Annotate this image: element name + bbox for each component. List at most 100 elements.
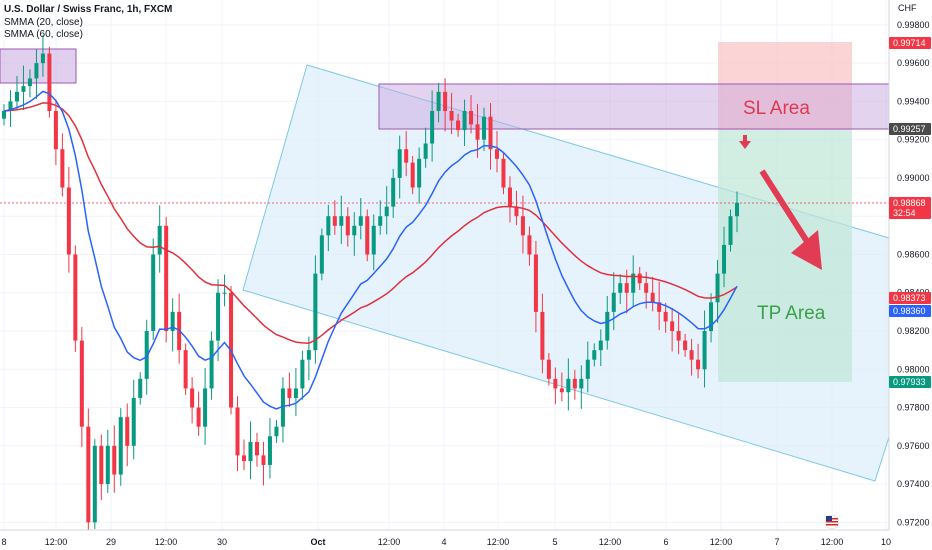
candle-body — [216, 292, 221, 341]
time-tick-label: 12:00 — [378, 537, 401, 547]
candle-body — [572, 378, 577, 389]
candle-body — [559, 388, 564, 393]
candle-body — [190, 388, 195, 408]
candle-body — [365, 216, 370, 255]
candle-body — [118, 417, 123, 475]
price-tick-label: 0.98000 — [897, 364, 930, 374]
down-arrow-large-icon — [759, 169, 822, 270]
candle-body — [391, 177, 396, 207]
candle-body — [332, 216, 337, 226]
candle-body — [92, 445, 97, 523]
candle-body — [715, 273, 720, 303]
price-tick-label: 0.99400 — [897, 96, 930, 106]
time-tick-label: 12:00 — [155, 537, 178, 547]
candle-body — [8, 101, 13, 111]
candle-body — [378, 216, 383, 226]
countdown-label: 32:54 — [893, 208, 916, 218]
candle-body — [371, 225, 376, 255]
candle-body — [339, 216, 344, 226]
candle-body — [112, 445, 117, 475]
price-tick-label: 0.99200 — [897, 135, 930, 145]
candle-body — [417, 158, 422, 188]
time-tick-label: 10 — [881, 537, 891, 547]
candle-body — [734, 202, 740, 217]
candle-body — [170, 311, 175, 332]
candle-body — [53, 110, 58, 150]
candle-body — [540, 311, 545, 360]
direction-arrows — [739, 135, 822, 270]
indicator-smma20-label: SMMA (20, close) — [4, 17, 83, 28]
down-arrow-small-icon — [739, 135, 751, 149]
time-axis[interactable]: 8 12:00 29 12:00 30 Oct 12:00 4 12:00 5 12:00 6 12:0… — [0, 529, 891, 550]
candle-body — [73, 254, 78, 341]
candle-body — [670, 321, 675, 332]
candle-body — [514, 206, 519, 217]
price-tag — [889, 292, 931, 304]
candle-body — [144, 331, 149, 379]
price-tick-label: 0.99800 — [897, 20, 930, 30]
candle-body — [404, 149, 409, 163]
candle-body — [79, 340, 84, 427]
candle-body — [254, 441, 259, 456]
price-tag — [889, 37, 931, 49]
candle-body — [319, 235, 324, 274]
time-tick-label: 12:00 — [821, 537, 844, 547]
candle-body — [209, 340, 214, 389]
candle-body — [430, 110, 435, 144]
candle-body — [313, 273, 318, 351]
candle-body — [527, 235, 532, 255]
candle-body — [1, 110, 7, 119]
candle-body — [598, 340, 603, 351]
candle-body — [469, 110, 474, 125]
tp-area-zone — [718, 130, 852, 382]
chart-title: U.S. Dollar / Swiss Franc, 1h, FXCM — [4, 4, 173, 15]
candle-body — [222, 292, 227, 294]
price-tag — [889, 305, 931, 317]
candle-body — [488, 116, 493, 150]
candle-body — [196, 407, 201, 427]
time-tick-label: 8 — [1, 537, 6, 547]
candle-body — [99, 445, 104, 485]
candle-body — [267, 436, 272, 465]
candle-body — [683, 340, 688, 351]
candle-body — [306, 350, 311, 360]
candle-body — [280, 388, 285, 427]
candle-body — [352, 225, 357, 236]
candle-body — [358, 216, 363, 226]
tp-area-label: TP Area — [757, 303, 826, 324]
price-tag — [889, 376, 931, 388]
candle-body — [261, 455, 266, 465]
candle-body — [566, 378, 571, 393]
candle-body — [345, 216, 350, 236]
price-tag-label: 0.99714 — [893, 38, 926, 48]
price-axis[interactable]: CHF0.998000.996000.994000.992000.990000.… — [888, 0, 932, 550]
flag-icon[interactable] — [824, 514, 840, 530]
candle-body — [241, 455, 247, 462]
smma-20-line — [3, 90, 738, 410]
candle-body — [637, 273, 642, 284]
time-tick-label: 29 — [106, 537, 116, 547]
candle-body — [475, 124, 480, 140]
time-tick-label: 4 — [441, 537, 446, 547]
candlestick-series — [1, 35, 740, 536]
candle-body — [631, 273, 636, 293]
candle-body — [579, 378, 584, 389]
candle-body — [138, 378, 143, 398]
candle-body — [689, 350, 694, 360]
currency-label: CHF — [898, 3, 917, 13]
candle-body — [203, 388, 208, 427]
price-tag-label: 0.98360 — [893, 306, 926, 316]
candle-body — [501, 158, 506, 188]
candle-body — [235, 407, 240, 456]
candle-body — [410, 162, 415, 188]
candle-body — [60, 149, 65, 188]
candle-body — [183, 350, 188, 389]
time-tick-label: 7 — [774, 537, 779, 547]
candle-body — [384, 206, 389, 217]
resistance-box-main[interactable] — [378, 83, 890, 130]
candle-body — [300, 359, 305, 389]
price-tick-label: 0.98200 — [897, 326, 930, 336]
time-tick-label: 12:00 — [710, 537, 733, 547]
